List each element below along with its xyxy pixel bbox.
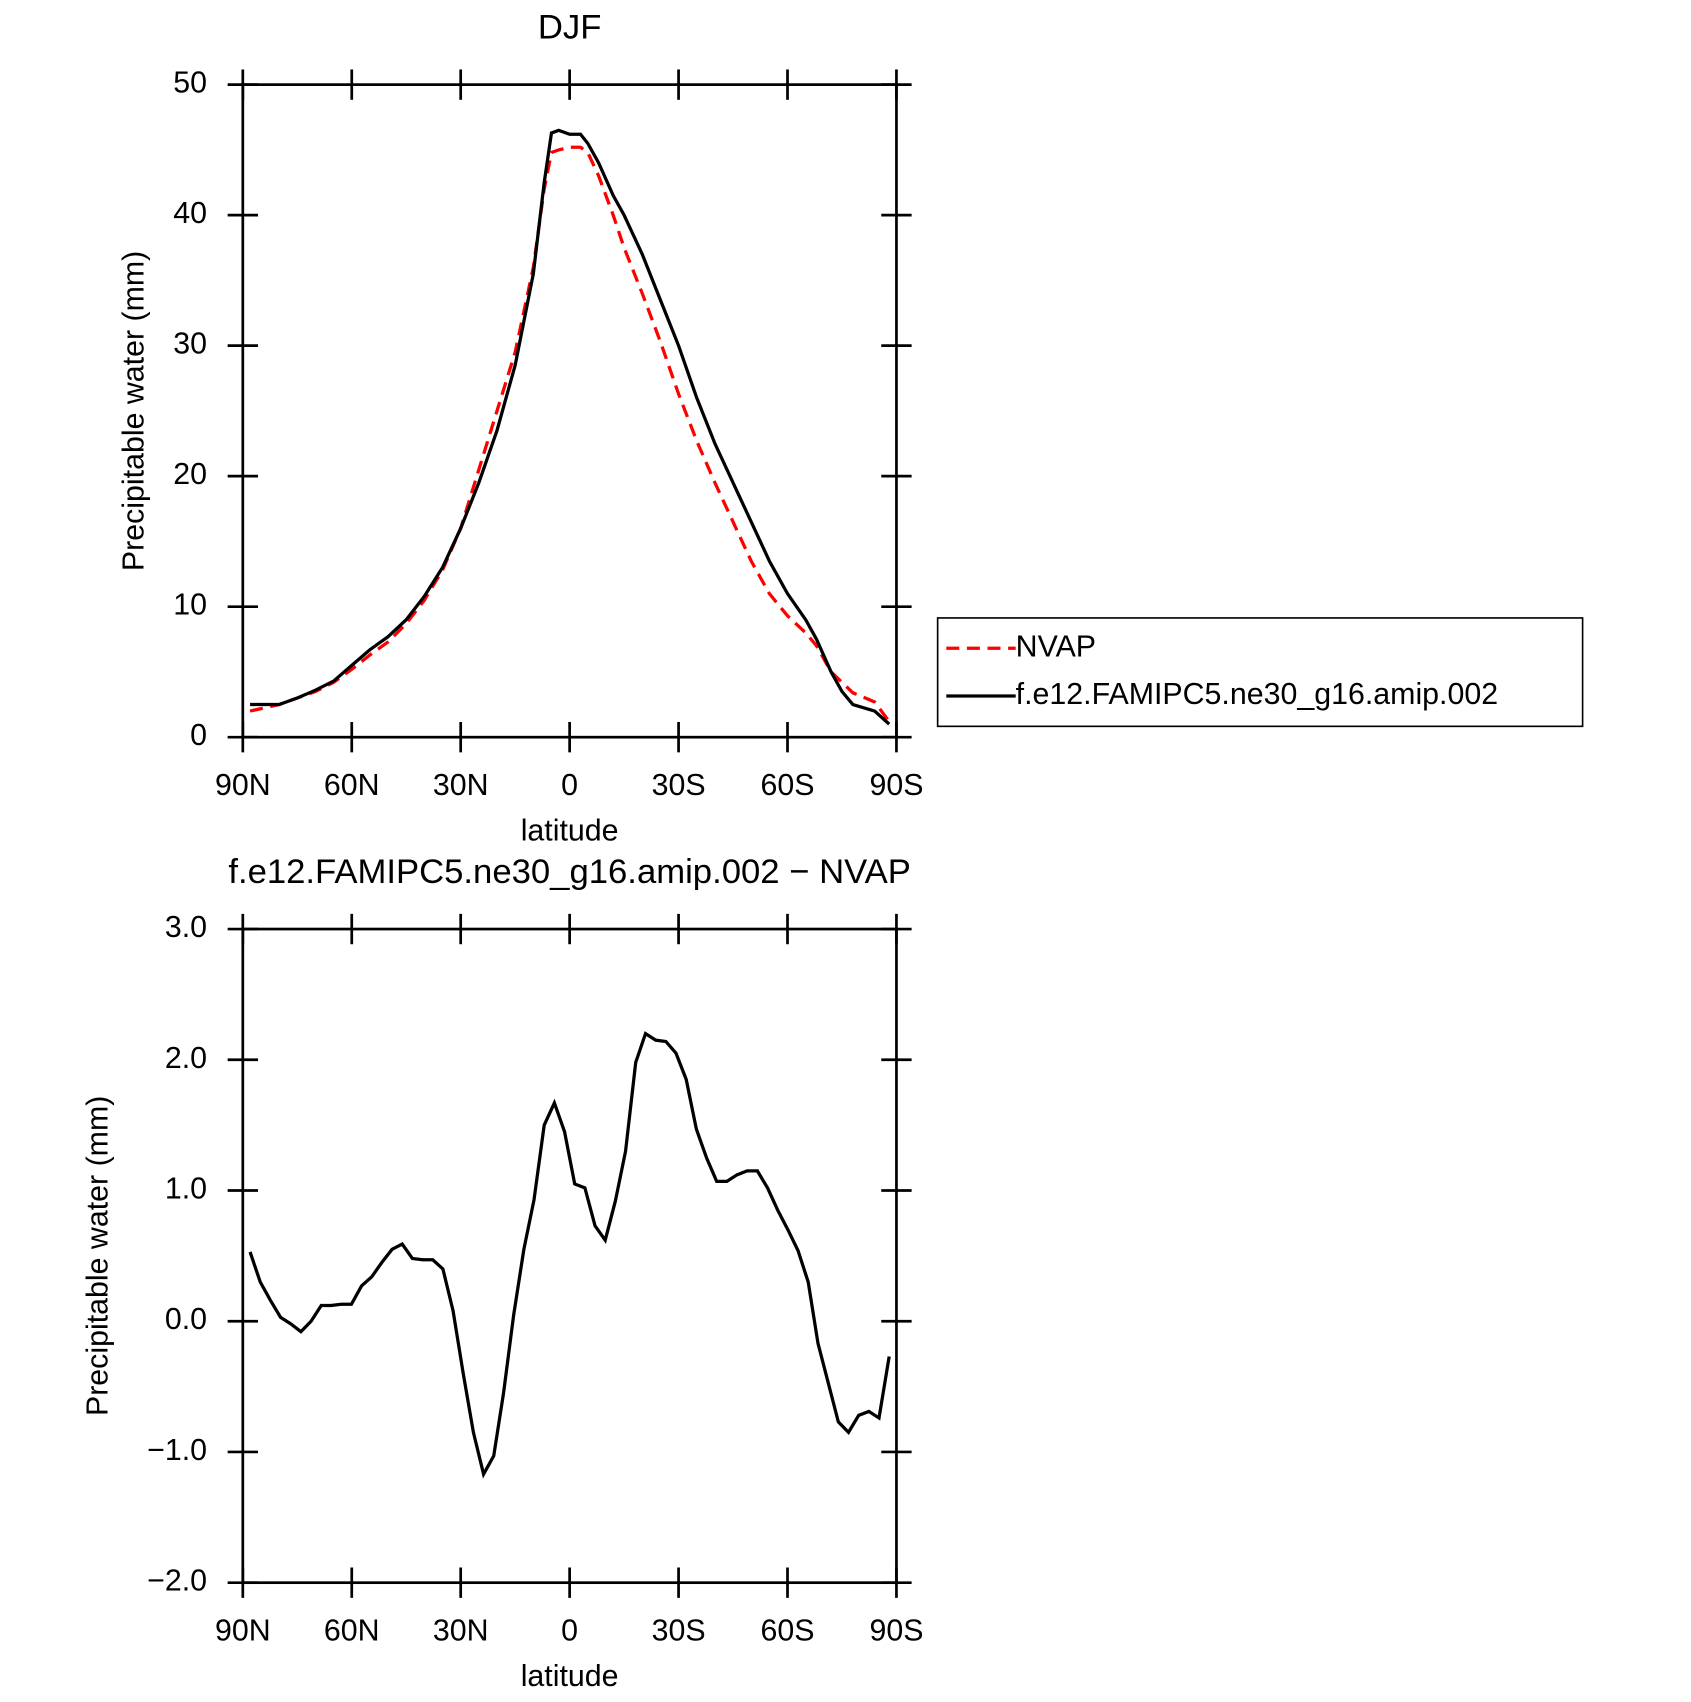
- y-tick-label: 10: [173, 589, 207, 622]
- x-tick-label: 90N: [215, 769, 271, 802]
- x-tick-label: 30S: [652, 769, 706, 802]
- x-axis-label: latitude: [521, 815, 619, 848]
- x-tick-label: 60N: [324, 1615, 380, 1648]
- y-tick-label: 3.0: [165, 911, 207, 944]
- x-tick-label: 90S: [869, 769, 923, 802]
- y-axis-label: Precipitable water (mm): [82, 1096, 115, 1416]
- x-tick-label: 90N: [215, 1615, 271, 1648]
- data-line: [249, 145, 891, 723]
- y-tick-label: 40: [173, 197, 207, 230]
- x-tick-label: 90S: [869, 1615, 923, 1648]
- y-tick-label: −1.0: [147, 1434, 207, 1467]
- y-tick-label: 50: [173, 67, 207, 100]
- x-tick-label: 60S: [761, 769, 815, 802]
- legend-label: f.e12.FAMIPC5.ne30_g16.amip.002: [1016, 678, 1498, 711]
- x-tick-label: 60N: [324, 769, 380, 802]
- y-tick-label: 0.0: [165, 1303, 207, 1336]
- data-line: [248, 1031, 891, 1479]
- legend-box: [936, 617, 1584, 728]
- data-line: [250, 128, 891, 726]
- x-tick-label: 30N: [433, 1615, 489, 1648]
- y-tick-label: −2.0: [147, 1565, 207, 1598]
- x-axis-label: latitude: [521, 1660, 619, 1693]
- chart-title: DJF: [538, 9, 602, 47]
- x-tick-label: 30S: [652, 1615, 706, 1648]
- chart-title: f.e12.FAMIPC5.ne30_g16.amip.002 − NVAP: [228, 853, 911, 891]
- y-tick-label: 1.0: [165, 1173, 207, 1206]
- x-tick-label: 30N: [433, 769, 489, 802]
- y-tick-label: 2.0: [165, 1042, 207, 1075]
- y-axis-label: Precipitable water (mm): [118, 251, 151, 571]
- legend-label: NVAP: [1016, 630, 1096, 663]
- y-tick-label: 0: [190, 719, 207, 752]
- x-tick-label: 0: [561, 769, 578, 802]
- x-tick-label: 60S: [761, 1615, 815, 1648]
- y-tick-label: 20: [173, 458, 207, 491]
- plot-frame: [241, 927, 898, 1585]
- plot-frame: [241, 83, 898, 739]
- y-tick-label: 30: [173, 328, 207, 361]
- x-tick-label: 0: [561, 1615, 578, 1648]
